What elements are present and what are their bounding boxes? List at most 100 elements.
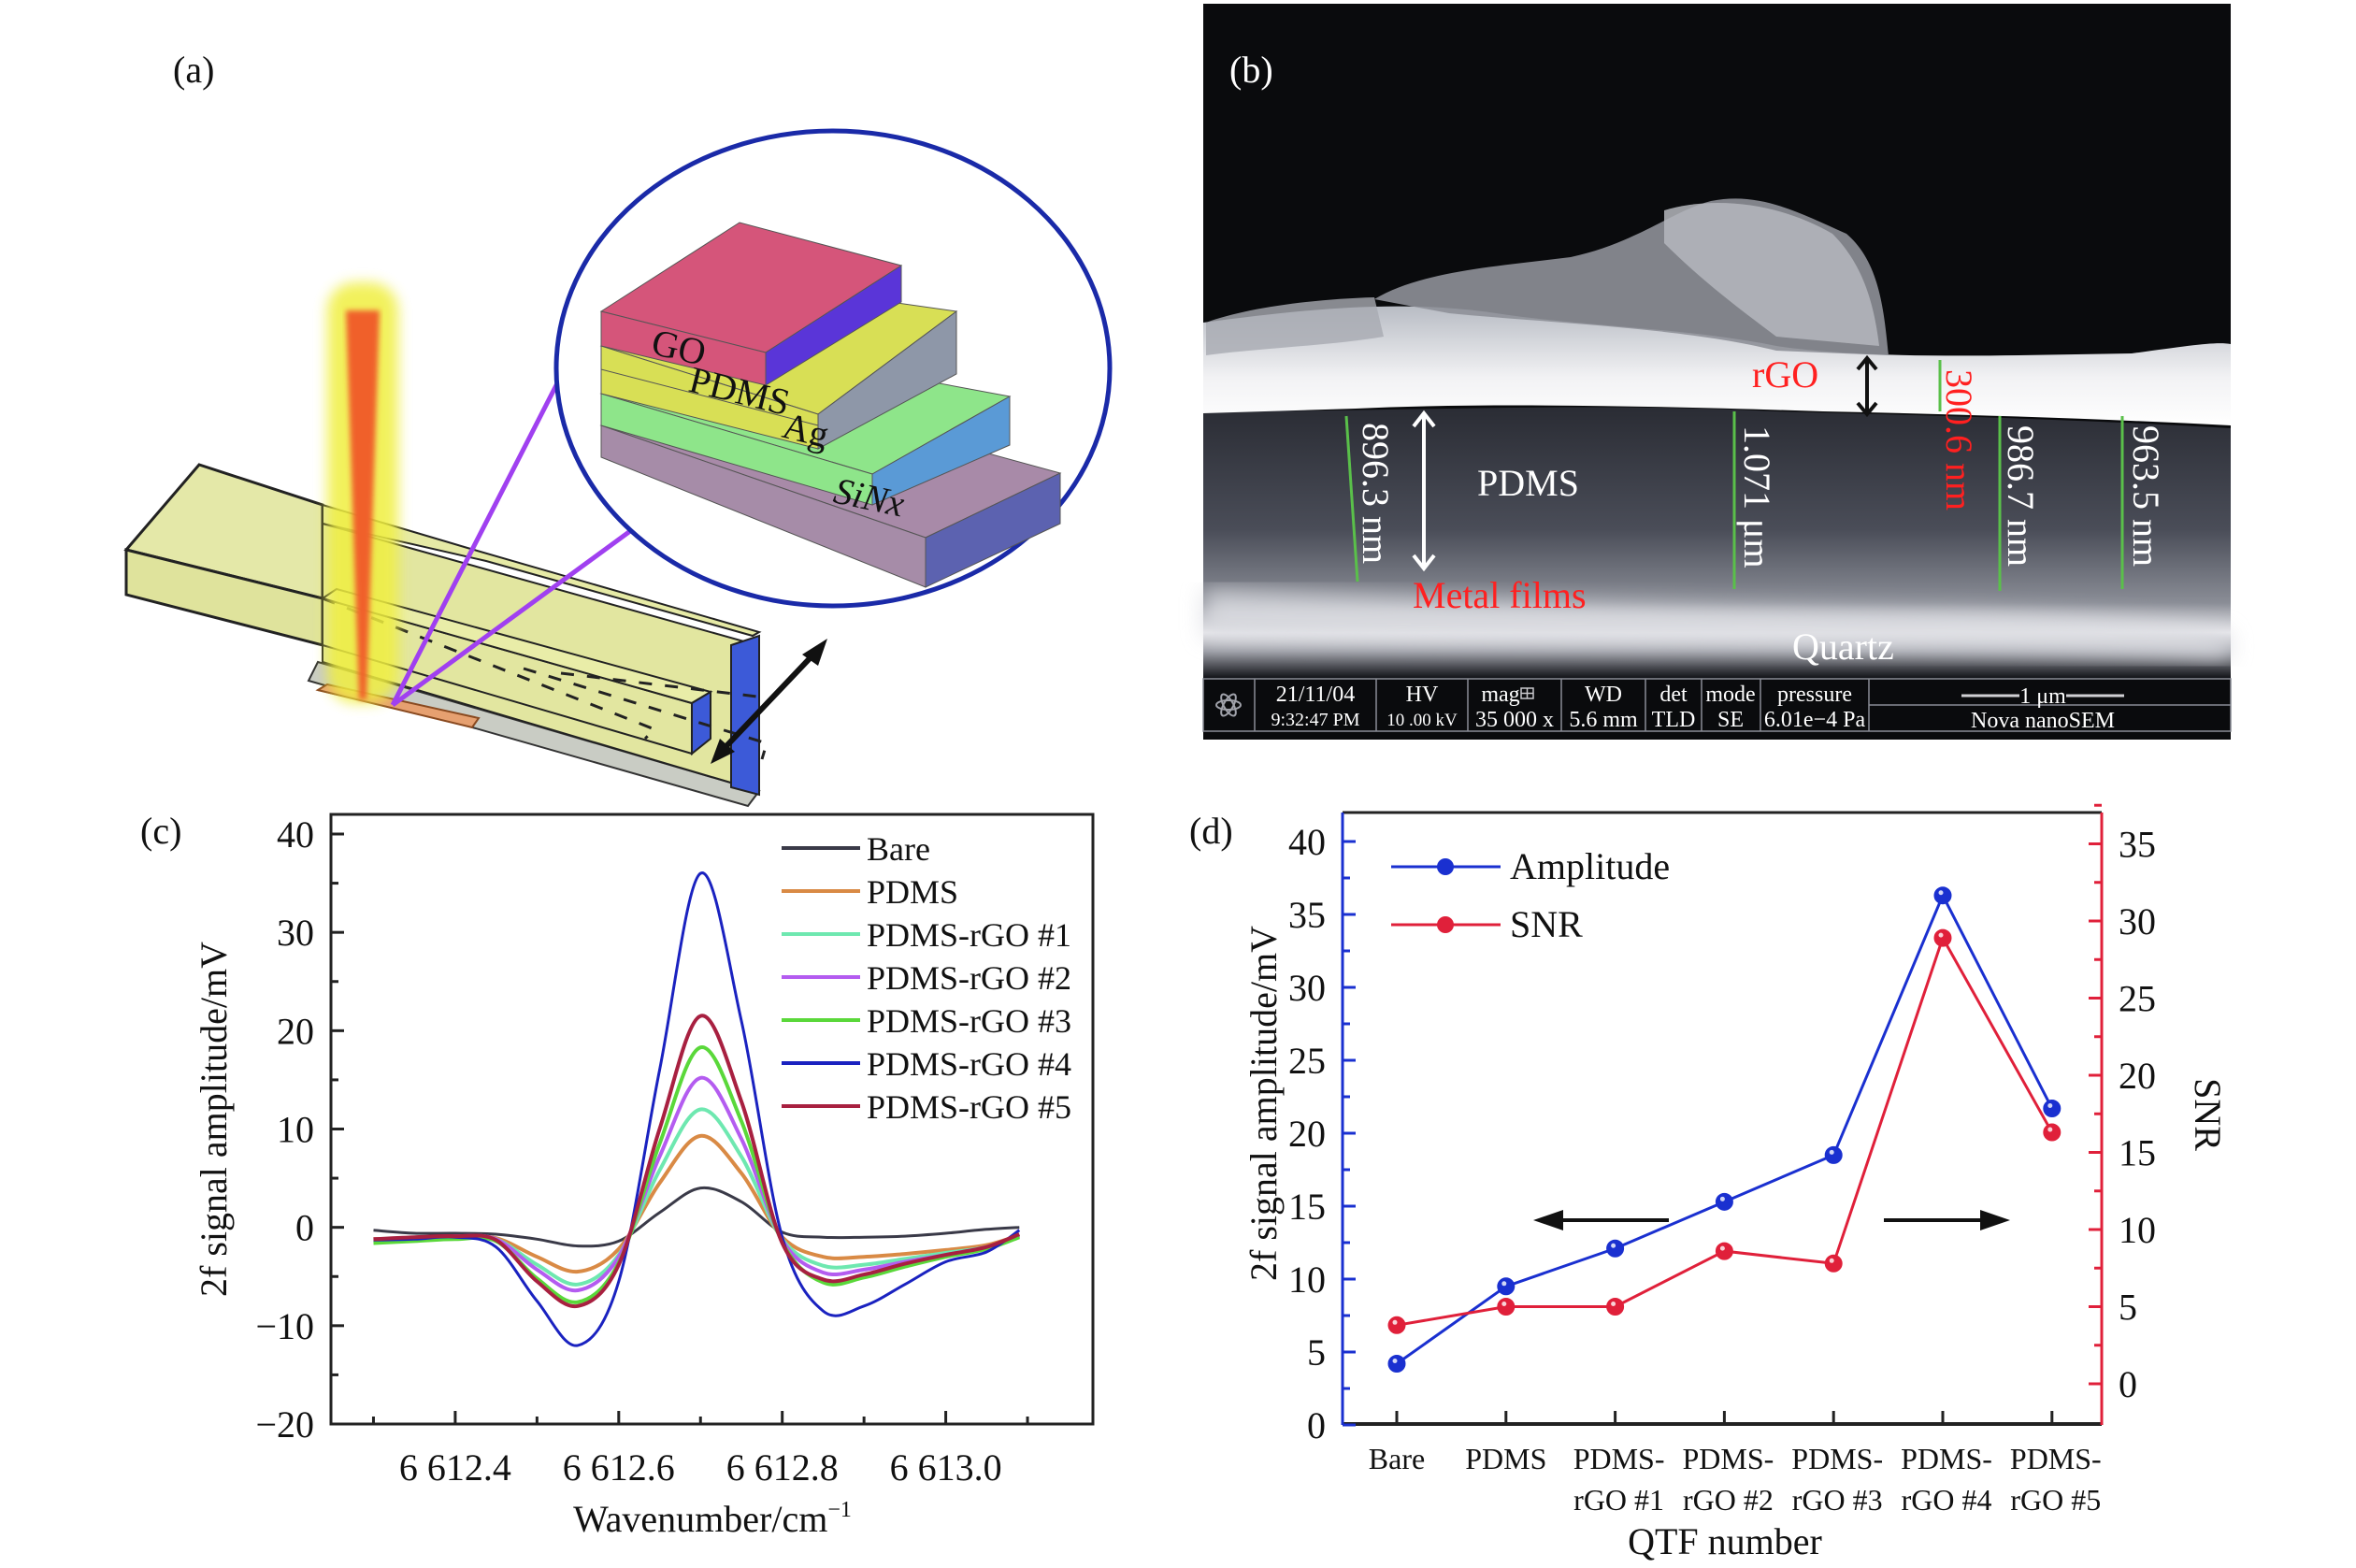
chart-d-xtick-label: PDMS- xyxy=(1791,1442,1883,1475)
panel-label-b: (b) xyxy=(1229,49,1273,91)
chart-d-xtick-label: PDMS- xyxy=(1573,1442,1665,1475)
panel-c: (c) 40 30 20 10 0 −10 −20 6 612.4 6 612.6 6 612.8… xyxy=(140,810,1095,1540)
chart-c-ytick-label: −20 xyxy=(255,1403,314,1446)
chart-d-point-highlight xyxy=(1719,1245,1725,1251)
measurement-896: 896.3 nm xyxy=(1355,423,1397,564)
chart-c-legend: Bare PDMS PDMS-rGO #1 PDMS-rGO #2 PDMS-rGO #… xyxy=(782,830,1071,1126)
rgo-band xyxy=(1203,306,2231,425)
chart-d-xtick-label: PDMS xyxy=(1465,1442,1546,1475)
chart-d-point-highlight xyxy=(1829,1258,1834,1263)
sinx-side xyxy=(925,472,1061,588)
chart-c-legend-label: PDMS xyxy=(867,873,958,911)
chart-d-ytick-label-left: 35 xyxy=(1288,894,1326,936)
beam-core xyxy=(346,310,380,699)
qtf-base xyxy=(123,463,324,647)
info-mode-value: SE xyxy=(1717,708,1744,732)
grid-icon xyxy=(1520,687,1534,699)
label-metal-films: Metal films xyxy=(1413,574,1587,616)
chart-d-xtick-label: Bare xyxy=(1369,1442,1425,1475)
chart-c-legend-label: PDMS-rGO #5 xyxy=(867,1088,1071,1126)
chart-d-ytick-label-left: 15 xyxy=(1288,1186,1326,1228)
chart-d-xtick-label: rGO #1 xyxy=(1573,1483,1664,1517)
measurement-1071: 1.071 μm xyxy=(1736,425,1778,568)
chart-d-legend-marker xyxy=(1437,916,1454,933)
chart-c-axes: 40 30 20 10 0 −10 −20 6 612.4 6 612.6 6 612.8 6 61… xyxy=(255,813,1029,1489)
chart-c-ytick-label: 40 xyxy=(277,813,314,856)
chart-d-ytick-label-left: 25 xyxy=(1288,1040,1326,1082)
chart-c-ytick-label: −10 xyxy=(255,1305,314,1347)
chart-d-series xyxy=(1387,886,2062,1373)
chart-d-point-highlight xyxy=(1611,1302,1616,1306)
info-mode-label: mode xyxy=(1705,683,1755,707)
pdms-side xyxy=(817,310,957,450)
chart-d-ytick-label-right: 35 xyxy=(2119,824,2156,866)
panel-b: (b) rGO PDMS Metal films Quartz 896.3 nm… xyxy=(1202,4,2232,740)
label-rgo: rGO xyxy=(1752,353,1818,396)
chart-d-point-amplitude xyxy=(1824,1145,1843,1164)
info-hv-label: HV xyxy=(1406,683,1439,707)
chart-d-ytick-label-left: 0 xyxy=(1307,1404,1326,1446)
sem-info-bar: 21/11/04 9:32:47 PM HV 10 .00 kV mag 35 … xyxy=(1202,678,2232,733)
chart-d-point-amplitude xyxy=(1933,886,1952,905)
chart-d-point-highlight xyxy=(1938,890,1944,896)
info-det-value: TLD xyxy=(1652,708,1696,732)
chart-d-point-highlight xyxy=(1611,1243,1616,1248)
chart-c-xlabel-text: Wavenumber/cm xyxy=(573,1498,827,1540)
chart-d-legend-label: SNR xyxy=(1510,903,1583,945)
info-wd-value: 5.6 mm xyxy=(1569,708,1638,732)
left-axis-arrow xyxy=(1533,1210,1669,1230)
chart-d-ylabel-right: SNR xyxy=(2187,1078,2229,1151)
right-axis-arrow xyxy=(1884,1210,2010,1230)
chart-d-ytick-label-right: 0 xyxy=(2119,1363,2137,1405)
chart-d-xtick-label: rGO #4 xyxy=(1902,1483,1992,1517)
chart-d-ylabel-left: 2f signal amplitude/mV xyxy=(1243,926,1285,1281)
chart-d-xlabel: QTF number xyxy=(1628,1520,1822,1562)
panel-label-c: (c) xyxy=(140,810,181,852)
chart-d-ytick-label-left: 30 xyxy=(1288,967,1326,1009)
prong-back-end xyxy=(730,634,760,797)
chart-c-series-bare xyxy=(373,1186,1020,1248)
dashed-outline xyxy=(322,597,769,760)
chart-c-series-pdms-rgo-4 xyxy=(373,871,1021,1347)
panel-a: (a) xyxy=(123,49,1113,808)
info-date: 21/11/04 xyxy=(1276,683,1355,707)
chart-d-point-highlight xyxy=(1719,1196,1725,1201)
chart-c-xtick-label: 6 612.6 xyxy=(563,1446,675,1489)
panel-label-a: (a) xyxy=(173,49,214,91)
chart-c-series-pdms xyxy=(373,1133,1020,1274)
info-wd-label: WD xyxy=(1585,683,1622,707)
chart-d-ytick-label-right: 25 xyxy=(2119,978,2156,1020)
label-quartz: Quartz xyxy=(1792,626,1894,668)
chart-c-curves xyxy=(373,871,1021,1347)
chart-d-point-amplitude xyxy=(2043,1099,2062,1117)
chart-d-xtick-label: PDMS- xyxy=(1682,1442,1774,1475)
chart-d-ytick-label-left: 5 xyxy=(1307,1331,1326,1374)
rgo-left-ridge xyxy=(1206,297,1384,355)
info-scale-label: 1 μm xyxy=(2019,684,2066,709)
info-mag-value: 35 000 x xyxy=(1475,708,1554,732)
chart-c-xtick-label: 6 612.4 xyxy=(399,1446,511,1489)
chart-d-point-highlight xyxy=(1392,1358,1398,1363)
go-side xyxy=(765,265,902,386)
chart-c-xlabel: Wavenumber/cm−1 xyxy=(573,1498,852,1540)
ag-side xyxy=(871,396,1011,506)
chart-d-legend-label: Amplitude xyxy=(1510,845,1670,887)
chart-d-point-highlight xyxy=(1829,1149,1834,1155)
chart-d-point-highlight xyxy=(2047,1127,2053,1132)
chart-d-ytick-label-right: 20 xyxy=(2119,1055,2156,1097)
chart-d-xtick-label: rGO #5 xyxy=(2010,1483,2101,1517)
chart-d-line-snr xyxy=(1396,934,2054,1327)
chart-c-xlabel-sup: −1 xyxy=(827,1498,852,1522)
chart-c-legend-label: PDMS-rGO #2 xyxy=(867,959,1071,997)
chart-c-ytick-label: 30 xyxy=(277,912,314,954)
laser-beam xyxy=(327,282,398,703)
rgo-thickness-arrow xyxy=(1856,354,1878,418)
vibration-arrow xyxy=(711,639,827,764)
chart-d-ytick-label-left: 40 xyxy=(1288,821,1326,863)
chart-d-point-snr xyxy=(1933,928,1952,947)
chart-d-point-highlight xyxy=(2047,1102,2053,1108)
chart-d-point-amplitude xyxy=(1606,1239,1625,1258)
chart-d-legend-marker xyxy=(1437,858,1454,875)
chart-d-point-highlight xyxy=(1501,1281,1507,1287)
